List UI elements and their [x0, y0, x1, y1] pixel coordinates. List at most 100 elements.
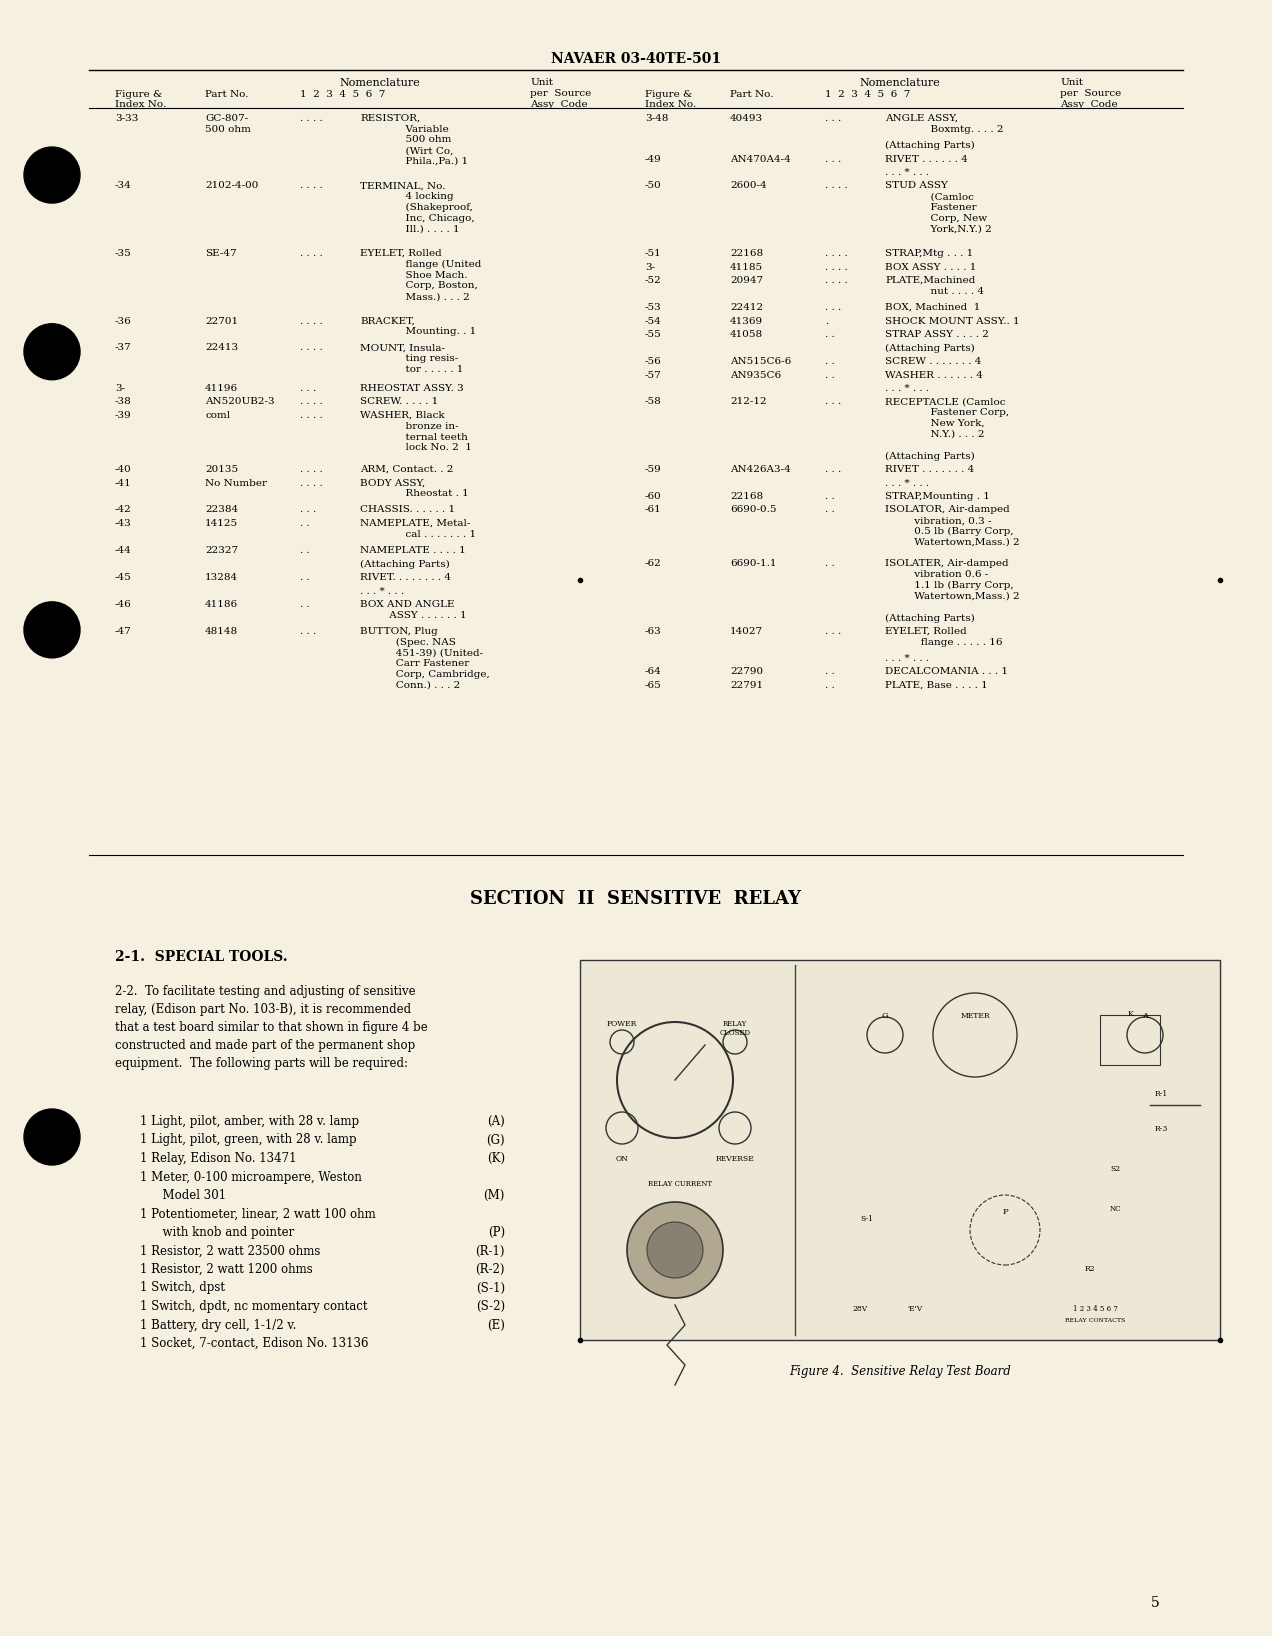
Text: 212-12: 212-12 [730, 398, 767, 406]
Text: per  Source: per Source [1060, 88, 1121, 98]
Text: K: K [1127, 1009, 1133, 1018]
Text: coml: coml [205, 411, 230, 420]
Text: . .: . . [300, 519, 310, 528]
Text: . . .: . . . [300, 506, 317, 514]
Text: -34: -34 [114, 182, 132, 190]
Text: TERMINAL, No.
              4 locking
              (Shakeproof,
              I: TERMINAL, No. 4 locking (Shakeproof, I [360, 182, 474, 234]
Text: . .: . . [826, 330, 834, 339]
Text: 5: 5 [1151, 1597, 1160, 1610]
Text: Part No.: Part No. [205, 90, 248, 100]
Text: 1 Resistor, 2 watt 1200 ohms: 1 Resistor, 2 watt 1200 ohms [140, 1263, 313, 1276]
Text: . .: . . [300, 573, 310, 582]
Text: 3-: 3- [645, 262, 655, 272]
Text: CHASSIS. . . . . . 1: CHASSIS. . . . . . 1 [360, 506, 455, 514]
Text: Figure &: Figure & [114, 90, 163, 100]
Text: STRAP,Mtg . . . 1: STRAP,Mtg . . . 1 [885, 249, 973, 258]
Text: Model 301: Model 301 [140, 1189, 226, 1202]
Circle shape [24, 147, 80, 203]
Text: (Attaching Parts): (Attaching Parts) [885, 614, 974, 623]
Text: 20135: 20135 [205, 465, 238, 474]
Text: (P): (P) [488, 1225, 505, 1238]
Text: STUD ASSY
              (Camloc
              Fastener
              Corp, New
 : STUD ASSY (Camloc Fastener Corp, New [885, 182, 992, 234]
Text: Assy  Code: Assy Code [1060, 100, 1118, 110]
Text: RESISTOR,
              Variable
              500 ohm
              (Wirt Co,
 : RESISTOR, Variable 500 ohm (Wirt Co, [360, 115, 468, 165]
Text: RELAY CURRENT: RELAY CURRENT [647, 1180, 712, 1188]
Text: AN935C6: AN935C6 [730, 370, 781, 380]
Text: Figure 4.  Sensitive Relay Test Board: Figure 4. Sensitive Relay Test Board [789, 1364, 1011, 1378]
Circle shape [24, 324, 80, 380]
Text: NAMEPLATE, Metal-
              cal . . . . . . . 1: NAMEPLATE, Metal- cal . . . . . . . 1 [360, 519, 476, 538]
Text: 6690-1.1: 6690-1.1 [730, 560, 776, 568]
Text: (S-1): (S-1) [476, 1281, 505, 1294]
Text: -65: -65 [645, 681, 661, 690]
Text: 2600-4: 2600-4 [730, 182, 767, 190]
Text: (K): (K) [487, 1152, 505, 1165]
Text: MOUNT, Insula-
              ting resis-
              tor . . . . . 1: MOUNT, Insula- ting resis- tor . . . . .… [360, 344, 463, 375]
Text: STRAP ASSY . . . . 2: STRAP ASSY . . . . 2 [885, 330, 988, 339]
Text: . . .: . . . [826, 115, 841, 123]
Text: . . .: . . . [826, 154, 841, 164]
Text: 1 Relay, Edison No. 13471: 1 Relay, Edison No. 13471 [140, 1152, 296, 1165]
Text: . . .: . . . [826, 303, 841, 312]
Text: (E): (E) [487, 1319, 505, 1332]
Text: -40: -40 [114, 465, 132, 474]
Text: EYELET, Rolled
              flange (United
              Shoe Mach.
           : EYELET, Rolled flange (United Shoe Mach. [360, 249, 481, 301]
Text: 3-33: 3-33 [114, 115, 139, 123]
Circle shape [647, 1222, 703, 1278]
Text: WASHER . . . . . . 4: WASHER . . . . . . 4 [885, 370, 983, 380]
Text: . . . .: . . . . [826, 182, 847, 190]
Text: 28V: 28V [852, 1306, 868, 1314]
Text: -41: -41 [114, 478, 132, 488]
Text: 41058: 41058 [730, 330, 763, 339]
Text: 1  2  3  4  5  6  7: 1 2 3 4 5 6 7 [826, 90, 911, 100]
Text: RIVET . . . . . . 4: RIVET . . . . . . 4 [885, 154, 968, 164]
Text: POWER: POWER [607, 1019, 637, 1027]
Text: 1 Meter, 0-100 microampere, Weston: 1 Meter, 0-100 microampere, Weston [140, 1170, 361, 1183]
Text: Unit: Unit [1060, 79, 1082, 87]
Text: 41185: 41185 [730, 262, 763, 272]
Text: ISOLATER, Air-damped
         vibration 0.6 -
         1.1 lb (Barry Corp,
     : ISOLATER, Air-damped vibration 0.6 - 1.1… [885, 560, 1020, 600]
Text: (M): (M) [483, 1189, 505, 1202]
Text: (Attaching Parts): (Attaching Parts) [885, 141, 974, 151]
Text: . . . .: . . . . [300, 344, 323, 352]
Text: PLATE, Base . . . . 1: PLATE, Base . . . . 1 [885, 681, 988, 690]
Text: BODY ASSY,
              Rheostat . 1: BODY ASSY, Rheostat . 1 [360, 478, 469, 499]
Text: 22790: 22790 [730, 667, 763, 677]
Text: -64: -64 [645, 667, 661, 677]
Circle shape [24, 602, 80, 658]
Text: 22791: 22791 [730, 681, 763, 690]
Text: . . .: . . . [300, 627, 317, 636]
Text: BUTTON, Plug
           (Spec. NAS
           451-39) (United-
           Carr F: BUTTON, Plug (Spec. NAS 451-39) (United-… [360, 627, 490, 690]
Text: P: P [1002, 1207, 1007, 1216]
Text: 14125: 14125 [205, 519, 238, 528]
Text: RIVET . . . . . . . 4: RIVET . . . . . . . 4 [885, 465, 974, 474]
Text: 1 Switch, dpst: 1 Switch, dpst [140, 1281, 225, 1294]
Text: (A): (A) [487, 1116, 505, 1127]
Text: -37: -37 [114, 344, 132, 352]
Text: AN520UB2-3: AN520UB2-3 [205, 398, 275, 406]
Text: AN470A4-4: AN470A4-4 [730, 154, 791, 164]
Text: Assy  Code: Assy Code [530, 100, 588, 110]
Text: RELAY CONTACTS: RELAY CONTACTS [1065, 1319, 1126, 1324]
Text: REVERSE: REVERSE [716, 1155, 754, 1163]
Circle shape [627, 1202, 722, 1297]
Text: (R-1): (R-1) [476, 1245, 505, 1258]
Text: . . . .: . . . . [300, 316, 323, 326]
Text: -52: -52 [645, 276, 661, 285]
Text: . .: . . [300, 546, 310, 555]
Text: 14027: 14027 [730, 627, 763, 636]
Text: SECTION  II  SENSITIVE  RELAY: SECTION II SENSITIVE RELAY [471, 890, 801, 908]
Text: . . . .: . . . . [826, 249, 847, 258]
Text: No Number: No Number [205, 478, 267, 488]
Text: -43: -43 [114, 519, 132, 528]
Text: 1 Potentiometer, linear, 2 watt 100 ohm: 1 Potentiometer, linear, 2 watt 100 ohm [140, 1207, 375, 1220]
Text: -57: -57 [645, 370, 661, 380]
Text: 1 Battery, dry cell, 1-1/2 v.: 1 Battery, dry cell, 1-1/2 v. [140, 1319, 296, 1332]
Text: PLATE,Machined
              nut . . . . 4: PLATE,Machined nut . . . . 4 [885, 276, 985, 296]
Bar [1100, 1014, 1160, 1065]
Circle shape [24, 1109, 80, 1165]
Text: . . .: . . . [826, 465, 841, 474]
Text: -62: -62 [645, 560, 661, 568]
Text: . .: . . [826, 681, 834, 690]
Text: RIVET. . . . . . . . 4: RIVET. . . . . . . . 4 [360, 573, 452, 582]
